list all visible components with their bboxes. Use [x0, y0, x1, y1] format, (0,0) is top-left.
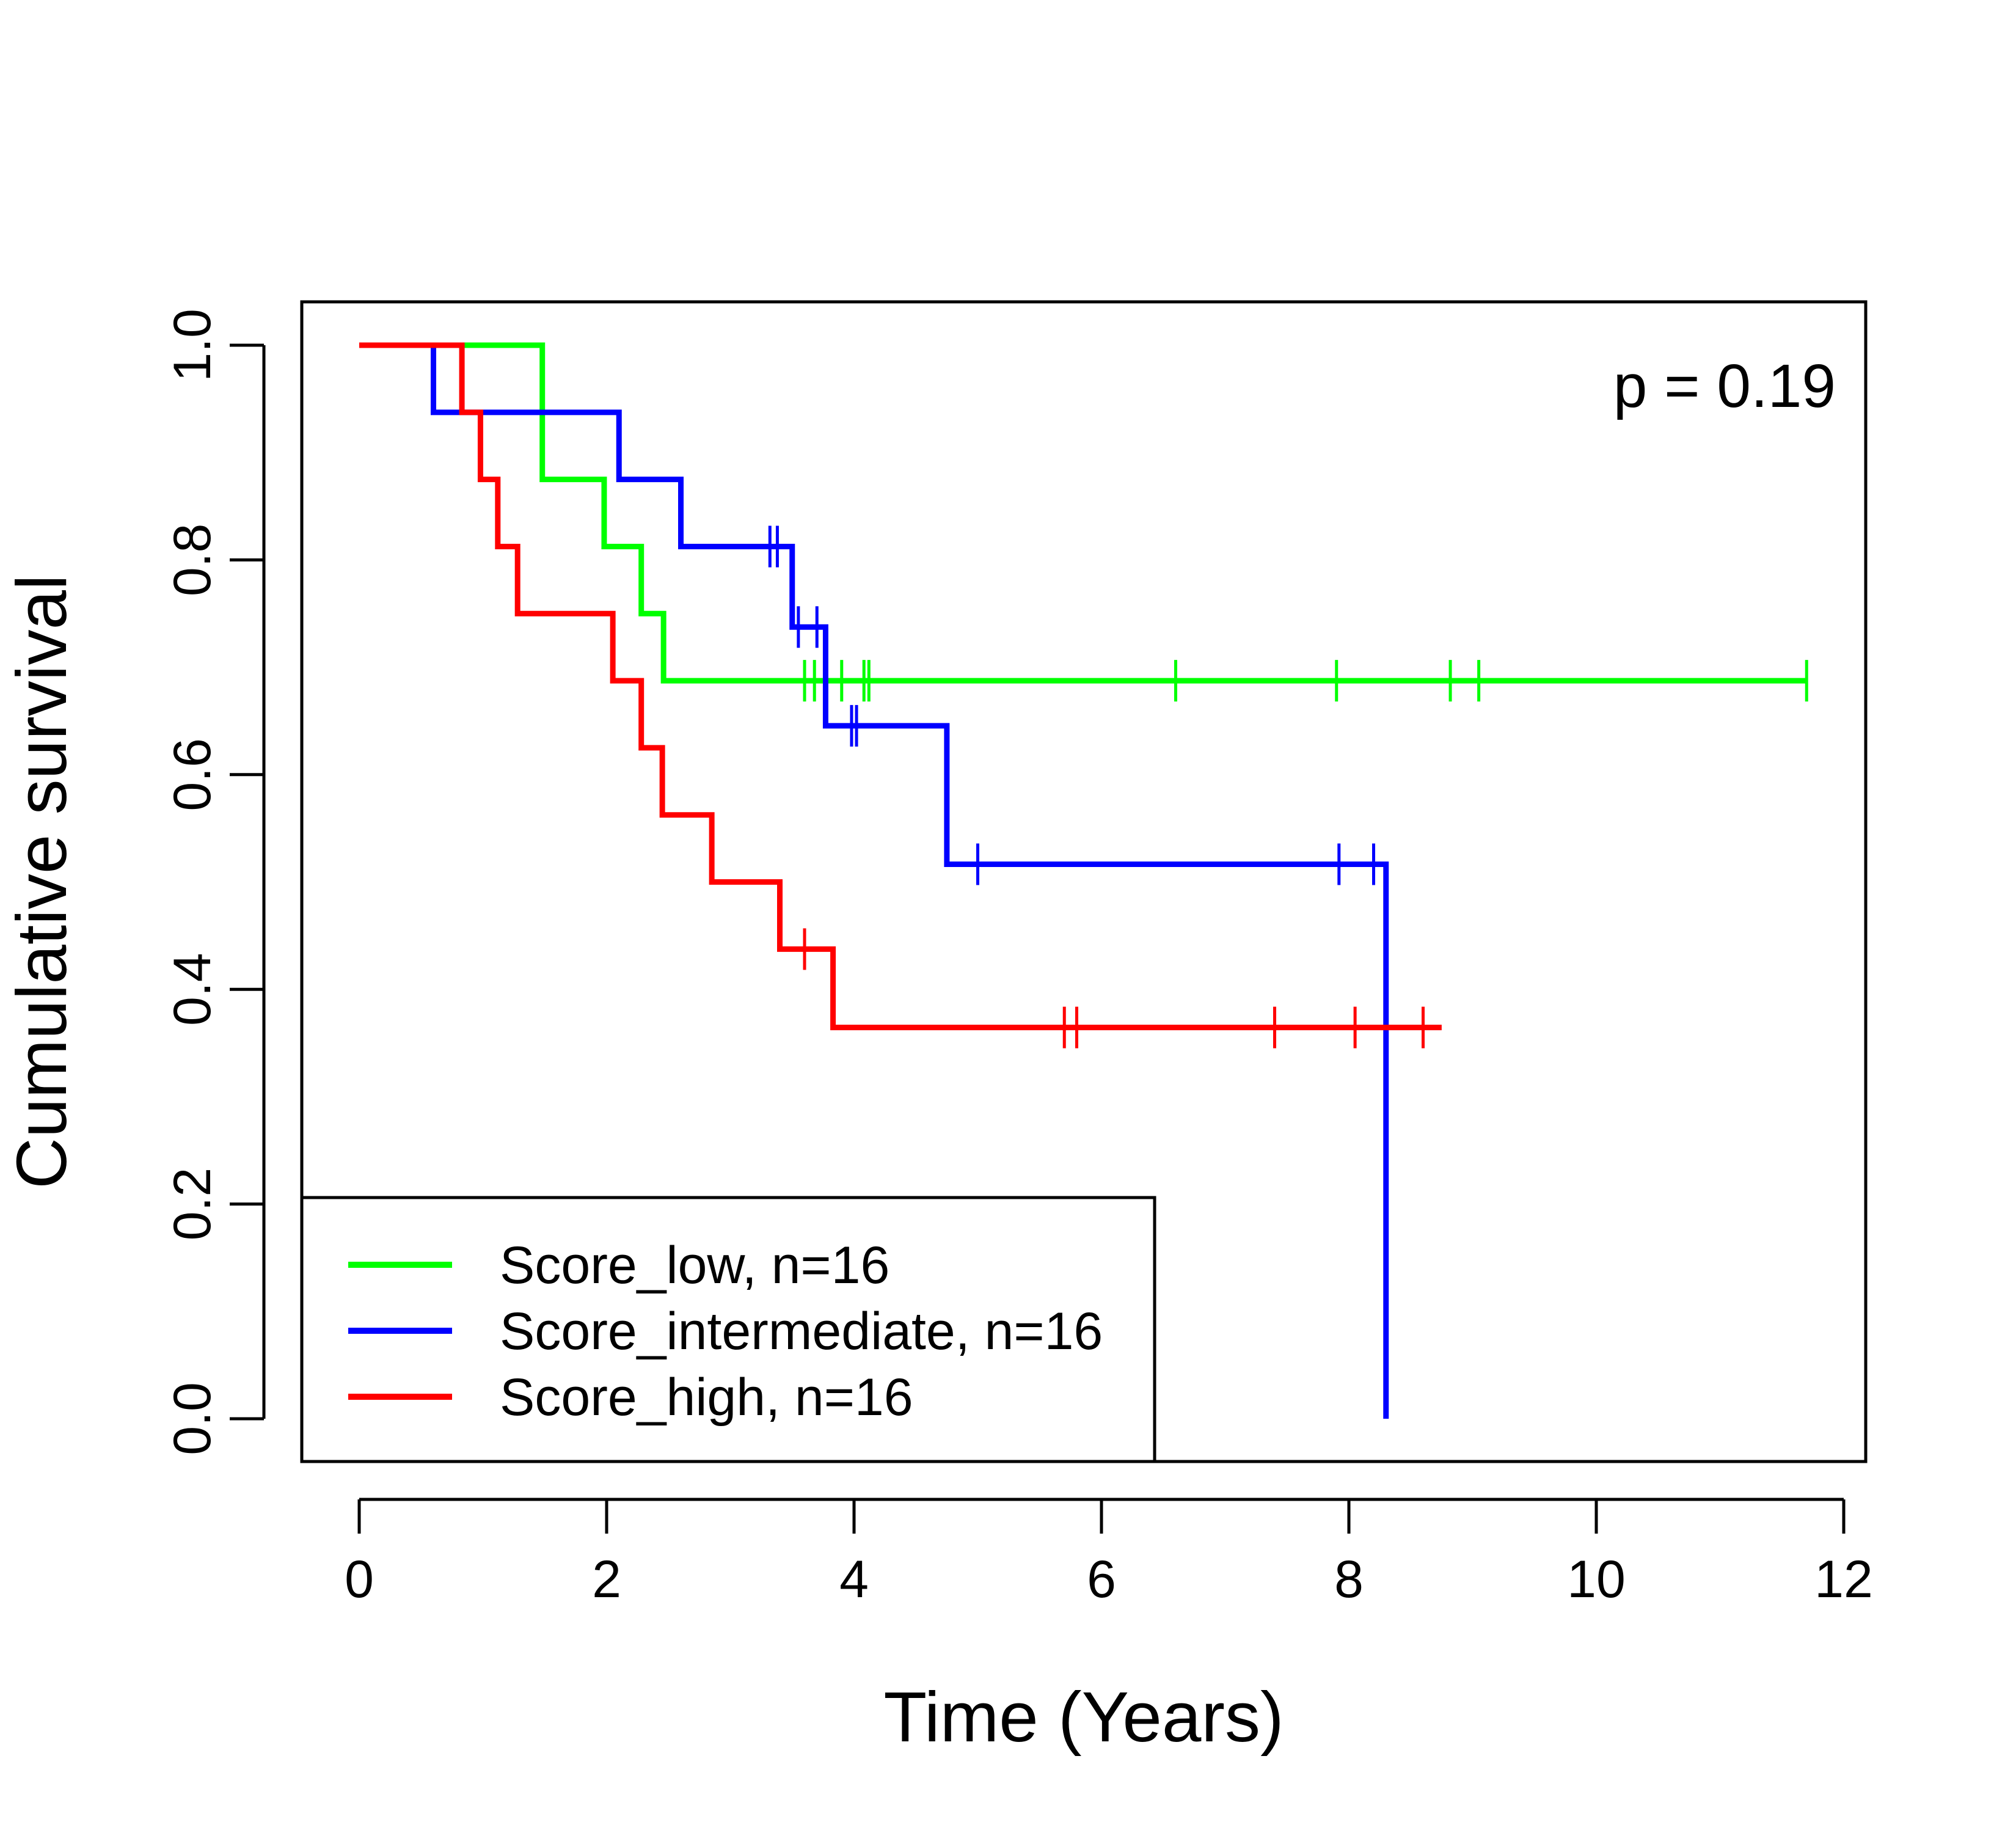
x-tick-label: 8	[1334, 1550, 1364, 1609]
legend-label-high: Score_high, n=16	[500, 1368, 913, 1427]
series-line-1	[431, 345, 1389, 1419]
y-tick-label: 0.4	[163, 953, 222, 1026]
y-tick-label: 0.2	[163, 1168, 222, 1241]
survival-curves	[359, 342, 1808, 1419]
x-axis: 0 2 4 6 8 10 12	[345, 1498, 1873, 1609]
x-tick-label: 0	[345, 1550, 374, 1609]
y-tick-label: 0.0	[163, 1382, 222, 1455]
y-tick-label: 1.0	[163, 309, 222, 382]
y-tick-label: 0.6	[163, 738, 222, 811]
x-tick-label: 2	[592, 1550, 621, 1609]
legend-label-intermediate: Score_intermediate, n=16	[500, 1302, 1103, 1361]
plot-frame	[300, 300, 1868, 1463]
series-line-2	[359, 342, 1442, 1031]
y-tick-label: 0.8	[163, 524, 222, 597]
legend-label-low: Score_low, n=16	[500, 1236, 889, 1295]
y-axis-title: Cumulative survival	[2, 574, 81, 1189]
x-tick-label: 10	[1567, 1550, 1626, 1609]
y-axis: 0.0 0.2 0.4 0.6 0.8 1.0	[163, 309, 266, 1455]
p-value-annotation: p = 0.19	[1613, 352, 1836, 420]
x-tick-label: 12	[1814, 1550, 1873, 1609]
x-tick-label: 6	[1087, 1550, 1116, 1609]
x-axis-title: Time (Years)	[883, 1677, 1284, 1757]
x-tick-label: 4	[839, 1550, 869, 1609]
